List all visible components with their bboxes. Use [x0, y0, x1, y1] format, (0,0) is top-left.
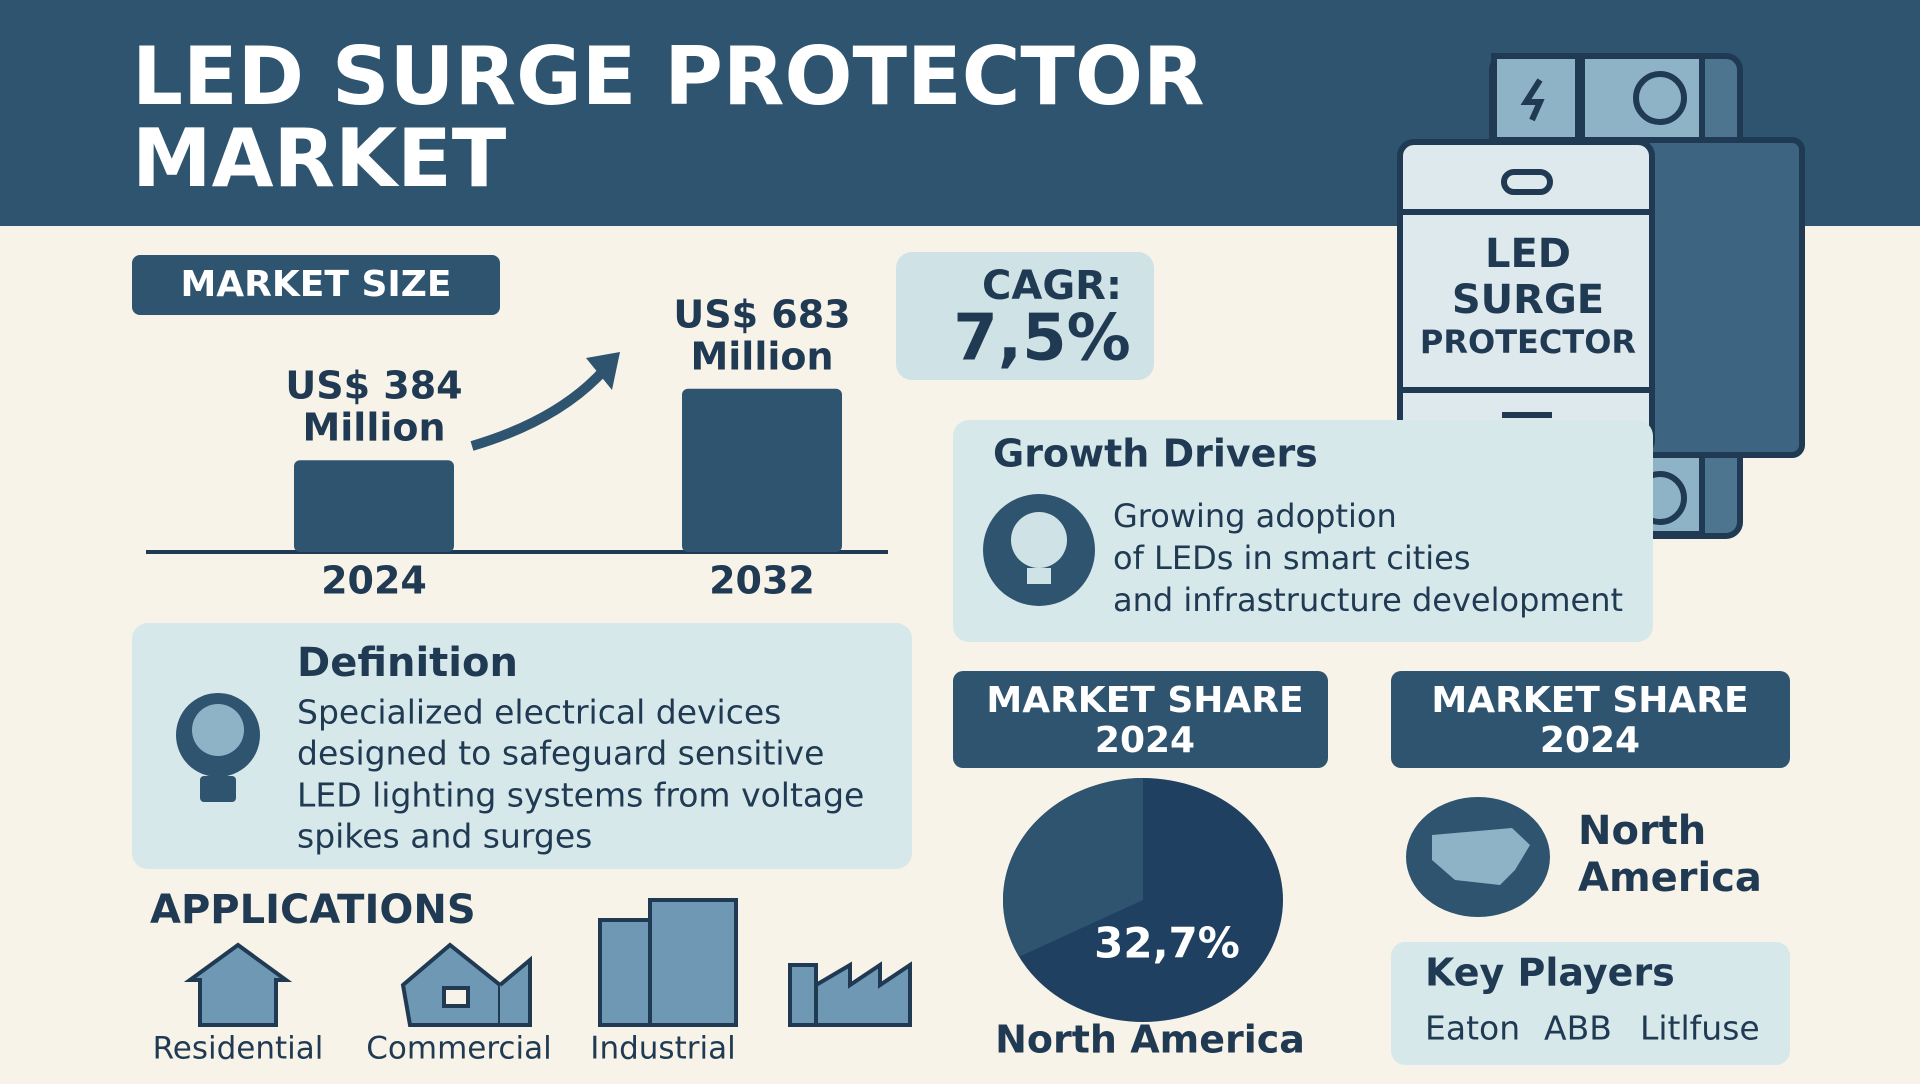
market-share-title: MARKET SHARE [1431, 680, 1748, 721]
title: MARKET [132, 112, 507, 205]
bar-label: US$ 384 [285, 364, 462, 408]
growth-drivers-box [953, 420, 1653, 642]
market-size-title: MARKET SIZE [180, 264, 451, 305]
bulb-icon [192, 704, 244, 756]
bar [294, 460, 454, 552]
application-icons [183, 898, 912, 1027]
definition-text: designed to safeguard sensitive [297, 734, 824, 773]
definition-text: spikes and surges [297, 817, 592, 856]
region-name: North [1578, 808, 1706, 854]
market-share-pill [953, 671, 1328, 768]
growth-arrow [470, 364, 610, 451]
year-label: 2032 [709, 559, 815, 603]
market-share-pill [1391, 671, 1790, 768]
bar-label: Million [690, 334, 833, 378]
cagr-box [896, 252, 1154, 380]
device-label: SURGE [1452, 277, 1604, 323]
definition-box [132, 623, 912, 869]
bar [682, 388, 842, 552]
key-players-title: Key Players [1425, 951, 1675, 995]
device-label: PROTECTOR [1420, 323, 1636, 361]
market-share-title: MARKET SHARE [986, 680, 1303, 721]
cagr-label: CAGR: [982, 263, 1122, 309]
device-label: LED [1485, 231, 1571, 277]
bulb-icon [1027, 568, 1051, 584]
pie-region: North America [995, 1018, 1305, 1062]
bulb-icon [1011, 512, 1067, 568]
pie-slice [1003, 778, 1143, 957]
definition-text: LED lighting systems from voltage [297, 776, 864, 815]
applications-title: APPLICATIONS [150, 887, 476, 933]
application-label: Industrial [590, 1031, 735, 1067]
market-size-pill [132, 255, 500, 315]
market-share-title: 2024 [1540, 720, 1640, 761]
bar-label: US$ 683 [673, 292, 850, 336]
definition-title: Definition [297, 640, 518, 686]
bulb-icon [200, 776, 236, 802]
growth-drivers-title: Growth Drivers [993, 432, 1318, 476]
cagr-value: 7,5% [953, 302, 1131, 376]
key-player: Litlfuse [1640, 1009, 1760, 1048]
map-icon [1432, 828, 1530, 885]
growth-drivers-text: Growing adoption [1113, 497, 1397, 535]
key-players-box [1391, 942, 1790, 1065]
pie-value-label: 32,7% [1094, 919, 1240, 968]
definition-text: Specialized electrical devices [297, 693, 781, 732]
key-player: Eaton [1425, 1009, 1520, 1048]
growth-arrow-head [586, 352, 620, 390]
title: LED SURGE PROTECTOR [132, 30, 1205, 123]
key-player: ABB [1544, 1009, 1612, 1048]
year-label: 2024 [321, 559, 427, 603]
growth-drivers-text: of LEDs in smart cities [1113, 539, 1471, 577]
growth-drivers-text: and infrastructure development [1113, 581, 1623, 619]
bar-label: Million [302, 406, 445, 450]
application-label: Commercial [366, 1031, 551, 1067]
application-label: Residential [153, 1031, 324, 1067]
market-share-title: 2024 [1095, 720, 1195, 761]
region-name: America [1578, 855, 1762, 901]
